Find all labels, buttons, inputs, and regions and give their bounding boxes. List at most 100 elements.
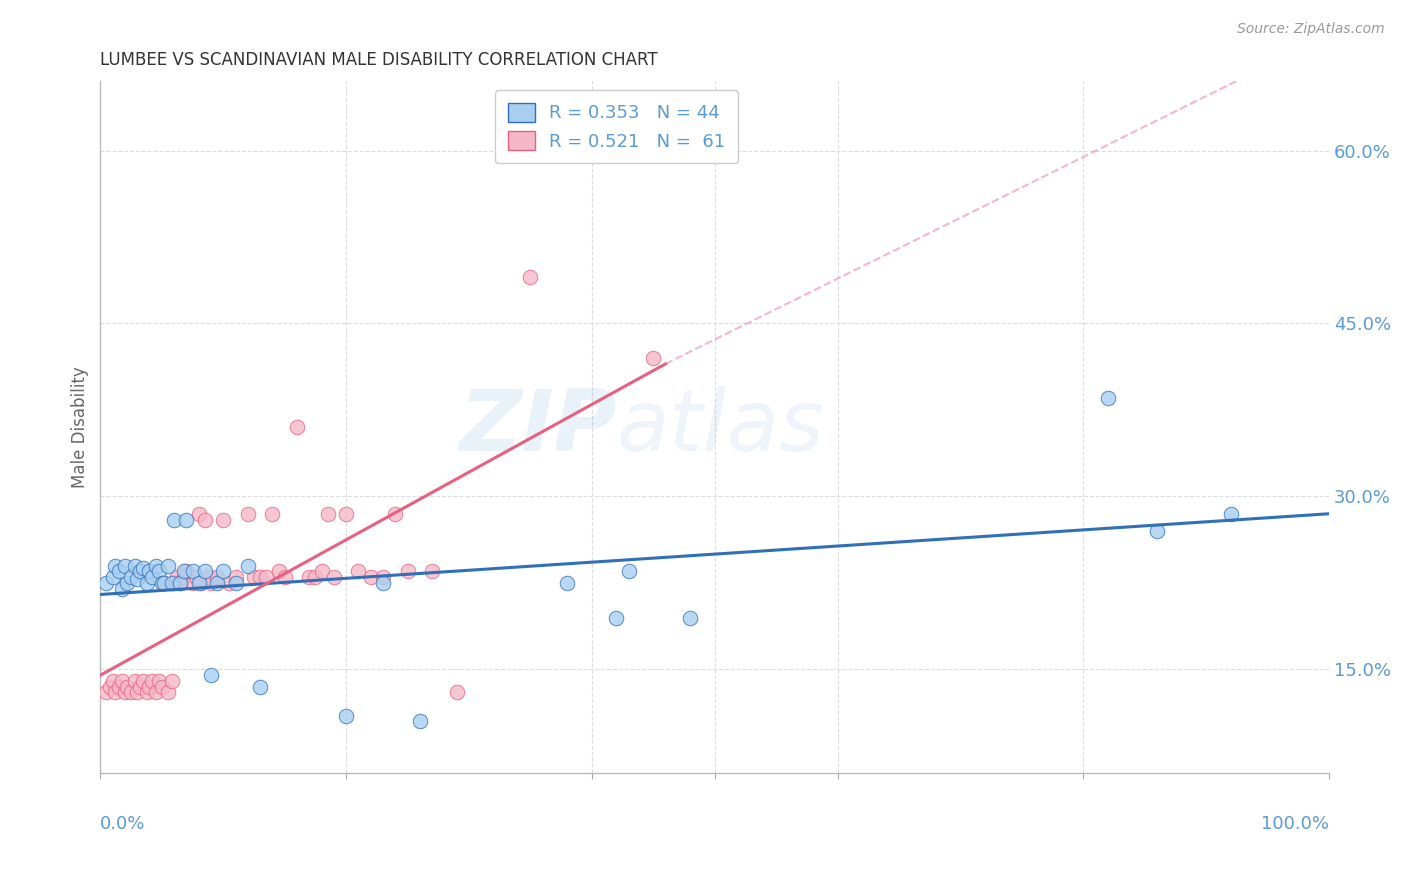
Point — [120, 570, 142, 584]
Point — [335, 507, 357, 521]
Point — [166, 570, 188, 584]
Point — [236, 558, 259, 573]
Text: ZIP: ZIP — [458, 385, 616, 469]
Point — [124, 673, 146, 688]
Point — [160, 673, 183, 688]
Point — [145, 558, 167, 573]
Point — [254, 570, 277, 584]
Point — [243, 570, 266, 584]
Point — [96, 685, 118, 699]
Point — [187, 576, 209, 591]
Point — [96, 576, 118, 591]
Point — [190, 576, 212, 591]
Point — [173, 570, 195, 584]
Point — [181, 565, 204, 579]
Point — [224, 570, 246, 584]
Point — [212, 565, 235, 579]
Point — [1219, 507, 1241, 521]
Point — [132, 673, 155, 688]
Point — [138, 565, 160, 579]
Point — [150, 680, 173, 694]
Point — [153, 576, 176, 591]
Point — [200, 576, 222, 591]
Point — [555, 576, 578, 591]
Point — [384, 507, 406, 521]
Text: 0.0%: 0.0% — [100, 814, 146, 833]
Point — [200, 668, 222, 682]
Point — [224, 576, 246, 591]
Point — [136, 685, 159, 699]
Point — [117, 576, 139, 591]
Point — [347, 565, 370, 579]
Point — [249, 680, 271, 694]
Point — [101, 570, 124, 584]
Point — [335, 708, 357, 723]
Point — [111, 673, 134, 688]
Point — [273, 570, 295, 584]
Point — [169, 576, 191, 591]
Point — [360, 570, 382, 584]
Point — [173, 565, 195, 579]
Point — [304, 570, 326, 584]
Text: 100.0%: 100.0% — [1261, 814, 1329, 833]
Point — [298, 570, 321, 584]
Point — [311, 565, 333, 579]
Point — [156, 558, 179, 573]
Point — [128, 565, 150, 579]
Point — [120, 685, 142, 699]
Point — [679, 610, 702, 624]
Point — [197, 570, 219, 584]
Legend: R = 0.353   N = 44, R = 0.521   N =  61: R = 0.353 N = 44, R = 0.521 N = 61 — [495, 90, 738, 163]
Point — [371, 570, 394, 584]
Point — [212, 512, 235, 526]
Point — [236, 507, 259, 521]
Point — [605, 610, 627, 624]
Text: Source: ZipAtlas.com: Source: ZipAtlas.com — [1237, 22, 1385, 37]
Point — [104, 558, 127, 573]
Point — [194, 565, 217, 579]
Point — [114, 558, 136, 573]
Point — [148, 673, 170, 688]
Point — [117, 680, 139, 694]
Point — [1146, 524, 1168, 538]
Point — [148, 565, 170, 579]
Point — [150, 576, 173, 591]
Point — [153, 576, 176, 591]
Point — [136, 576, 159, 591]
Point — [519, 270, 541, 285]
Point — [218, 576, 240, 591]
Text: LUMBEE VS SCANDINAVIAN MALE DISABILITY CORRELATION CHART: LUMBEE VS SCANDINAVIAN MALE DISABILITY C… — [100, 51, 658, 69]
Point — [127, 573, 149, 587]
Point — [1097, 392, 1119, 406]
Point — [145, 685, 167, 699]
Point — [262, 507, 284, 521]
Point — [371, 576, 394, 591]
Text: atlas: atlas — [616, 385, 824, 469]
Point — [176, 565, 198, 579]
Point — [114, 685, 136, 699]
Point — [617, 565, 640, 579]
Point — [322, 570, 344, 584]
Point — [156, 685, 179, 699]
Point — [163, 576, 186, 591]
Point — [127, 685, 149, 699]
Point — [104, 685, 127, 699]
Point — [420, 565, 443, 579]
Point — [181, 576, 204, 591]
Point — [186, 570, 208, 584]
Point — [396, 565, 419, 579]
Point — [169, 576, 191, 591]
Point — [249, 570, 271, 584]
Point — [316, 507, 339, 521]
Point — [141, 570, 163, 584]
Point — [205, 576, 228, 591]
Point — [267, 565, 290, 579]
Point — [187, 507, 209, 521]
Point — [138, 680, 160, 694]
Point — [446, 685, 468, 699]
Point — [107, 565, 129, 579]
Point — [643, 351, 665, 365]
Point — [111, 582, 134, 596]
Point — [98, 680, 121, 694]
Point — [176, 512, 198, 526]
